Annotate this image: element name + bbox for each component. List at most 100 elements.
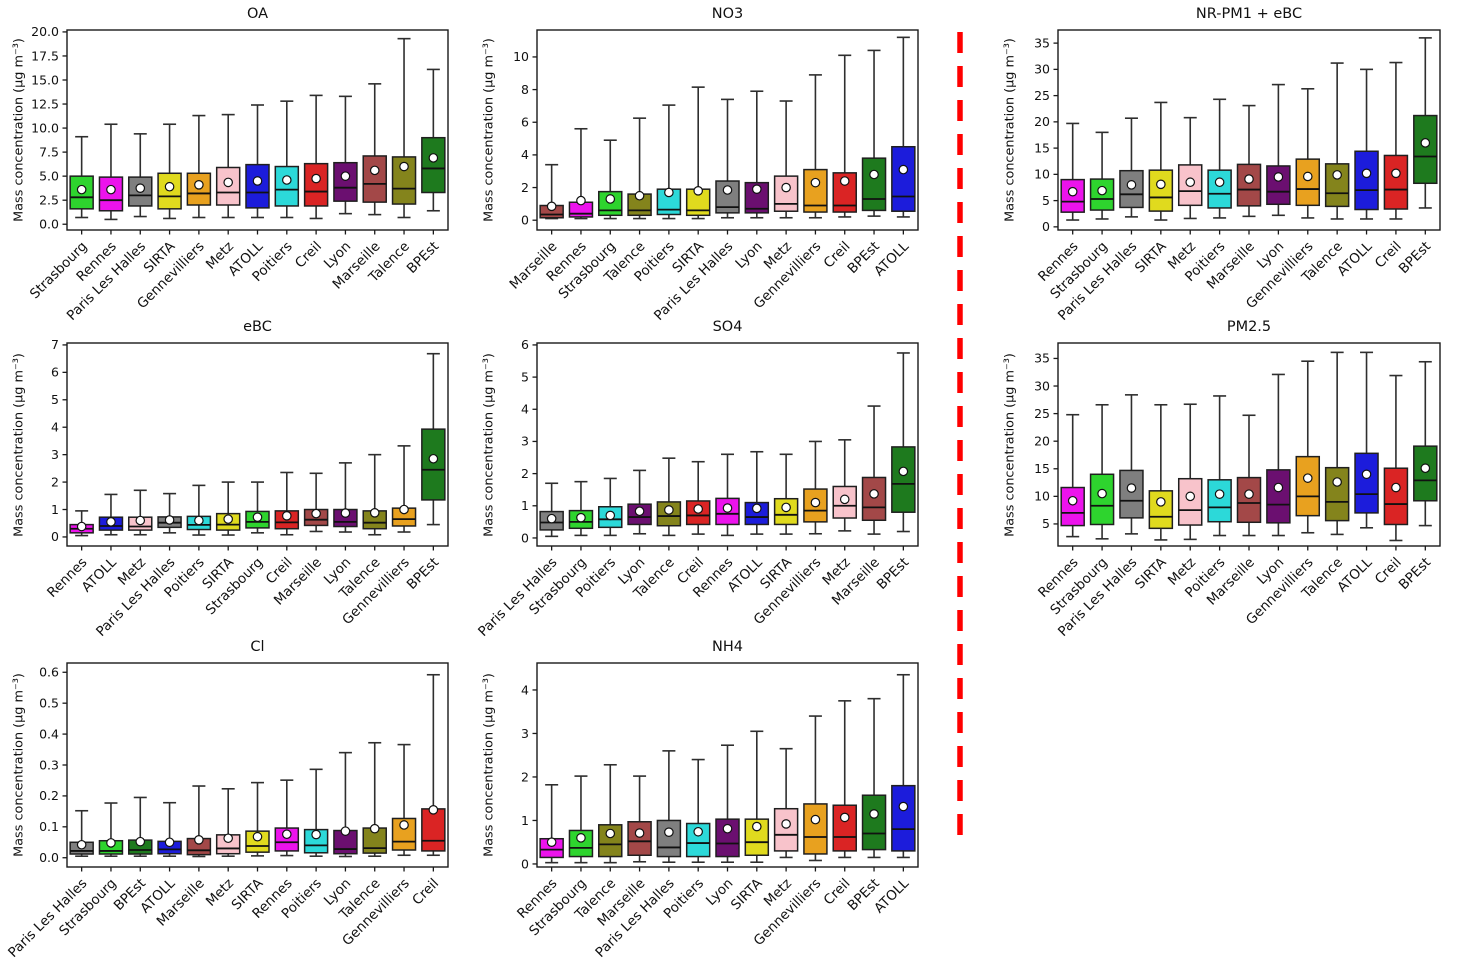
y-tick-label: 0.4 <box>39 726 59 741</box>
y-tick-label: 0 <box>521 213 529 228</box>
box-pm25-creil <box>1383 374 1409 542</box>
box-nr-pm1-ebc-atoll <box>1354 68 1379 220</box>
box-nr-pm1-ebc-poitiers <box>1207 98 1232 219</box>
iqr-box <box>1266 165 1291 206</box>
x-tick-label: SIRTA <box>1132 554 1170 592</box>
y-tick-label: 0 <box>521 856 529 871</box>
axes-frame <box>66 662 449 868</box>
mean-marker <box>164 837 175 848</box>
y-tick-label: 20 <box>1034 114 1050 129</box>
y-tick-label: 3 <box>51 447 59 462</box>
y-tick-label: 1 <box>51 502 59 517</box>
iqr-box <box>861 476 887 522</box>
x-tick-label: BPEst <box>1396 239 1434 277</box>
mean-marker <box>810 177 821 188</box>
iqr-box <box>362 155 387 203</box>
y-tick-label: 20.0 <box>31 24 59 39</box>
iqr-box <box>391 156 417 205</box>
mean-marker <box>282 829 292 840</box>
mean-marker <box>1361 168 1372 179</box>
y-tick-label: 25 <box>1034 406 1050 421</box>
iqr-box <box>333 161 358 202</box>
mean-marker <box>839 812 850 823</box>
box-oa-marseille <box>362 83 387 216</box>
y-tick-label: 0.2 <box>39 788 59 803</box>
y-axis-label-oa: Mass concentration (µg m⁻³) <box>11 38 27 222</box>
box-ebc-lyon <box>333 462 358 533</box>
box-no3-strasbourg <box>598 139 623 220</box>
iqr-box <box>891 446 916 513</box>
iqr-box <box>1413 114 1438 185</box>
box-oa-rennes <box>98 123 124 221</box>
box-nh4-talence <box>598 763 623 864</box>
box-no3-bpest <box>861 49 887 217</box>
mean-marker <box>252 176 263 186</box>
box-cl-metz <box>215 787 241 857</box>
mean-marker <box>76 184 87 195</box>
box-oa-metz <box>215 113 241 219</box>
box-cl-gennevilliers <box>391 743 417 857</box>
iqr-box <box>861 794 887 851</box>
mean-marker <box>752 821 762 832</box>
y-tick-label: 2 <box>521 769 529 784</box>
box-pm25-metz <box>1177 403 1203 541</box>
mean-marker <box>252 831 263 842</box>
iqr-box <box>1236 476 1262 524</box>
box-nh4-atoll <box>891 673 916 859</box>
y-tick-label: 2.5 <box>39 192 59 207</box>
mean-marker <box>194 515 204 526</box>
mean-marker <box>898 164 909 175</box>
box-nh4-paris-les-halles <box>656 750 682 864</box>
mean-marker <box>664 827 674 838</box>
iqr-box <box>1207 169 1232 209</box>
y-tick-label: 15.0 <box>31 72 59 87</box>
mean-marker <box>252 512 263 522</box>
mean-marker <box>399 161 409 172</box>
box-cl-rennes <box>274 779 300 857</box>
y-tick-label: 3 <box>521 434 529 449</box>
mean-marker <box>223 177 233 188</box>
box-nh4-creil <box>832 700 857 859</box>
y-tick-label: 0 <box>1042 219 1050 234</box>
box-cl-marseille <box>186 785 212 858</box>
box-pm25-gennevilliers <box>1295 360 1321 534</box>
mean-marker <box>1391 482 1401 493</box>
iqr-box <box>303 828 329 854</box>
mean-marker <box>546 201 557 212</box>
iqr-box <box>245 163 270 209</box>
mean-marker <box>722 503 733 513</box>
box-pm25-poitiers <box>1207 395 1232 537</box>
y-tick-label: 5.0 <box>39 168 59 183</box>
mean-marker <box>1185 177 1196 188</box>
mean-marker <box>634 828 645 838</box>
mean-marker <box>399 504 409 515</box>
axes-frame <box>536 662 919 868</box>
box-nr-pm1-ebc-creil <box>1383 61 1409 220</box>
mean-marker <box>1420 463 1431 474</box>
mean-marker <box>781 182 791 193</box>
y-tick-label: 12.5 <box>31 96 59 111</box>
mean-marker <box>428 453 439 464</box>
y-axis-label-no3: Mass concentration (µg m⁻³) <box>481 38 497 222</box>
axes-frame <box>1057 342 1441 547</box>
iqr-box <box>274 827 300 852</box>
box-so4-poitiers <box>598 477 623 537</box>
x-tick-label: SIRTA <box>728 875 766 913</box>
mean-marker <box>1361 469 1372 480</box>
mean-marker <box>1302 171 1313 182</box>
iqr-box <box>1266 469 1291 524</box>
box-so4-sirta <box>773 453 799 535</box>
box-nr-pm1-ebc-strasbourg <box>1089 131 1115 220</box>
x-tick-label: Lyon <box>732 239 765 272</box>
box-oa-sirta <box>157 123 182 220</box>
iqr-box <box>1207 479 1232 523</box>
y-tick-label: 10 <box>1034 489 1050 504</box>
iqr-box <box>832 804 857 852</box>
mean-marker <box>869 809 879 819</box>
mean-marker <box>693 504 703 514</box>
box-ebc-rennes <box>69 510 94 537</box>
y-tick-label: 0 <box>51 529 59 544</box>
subplot-title-nh4: NH4 <box>712 639 743 655</box>
box-no3-marseille <box>539 163 564 220</box>
y-tick-label: 10 <box>1034 167 1050 182</box>
